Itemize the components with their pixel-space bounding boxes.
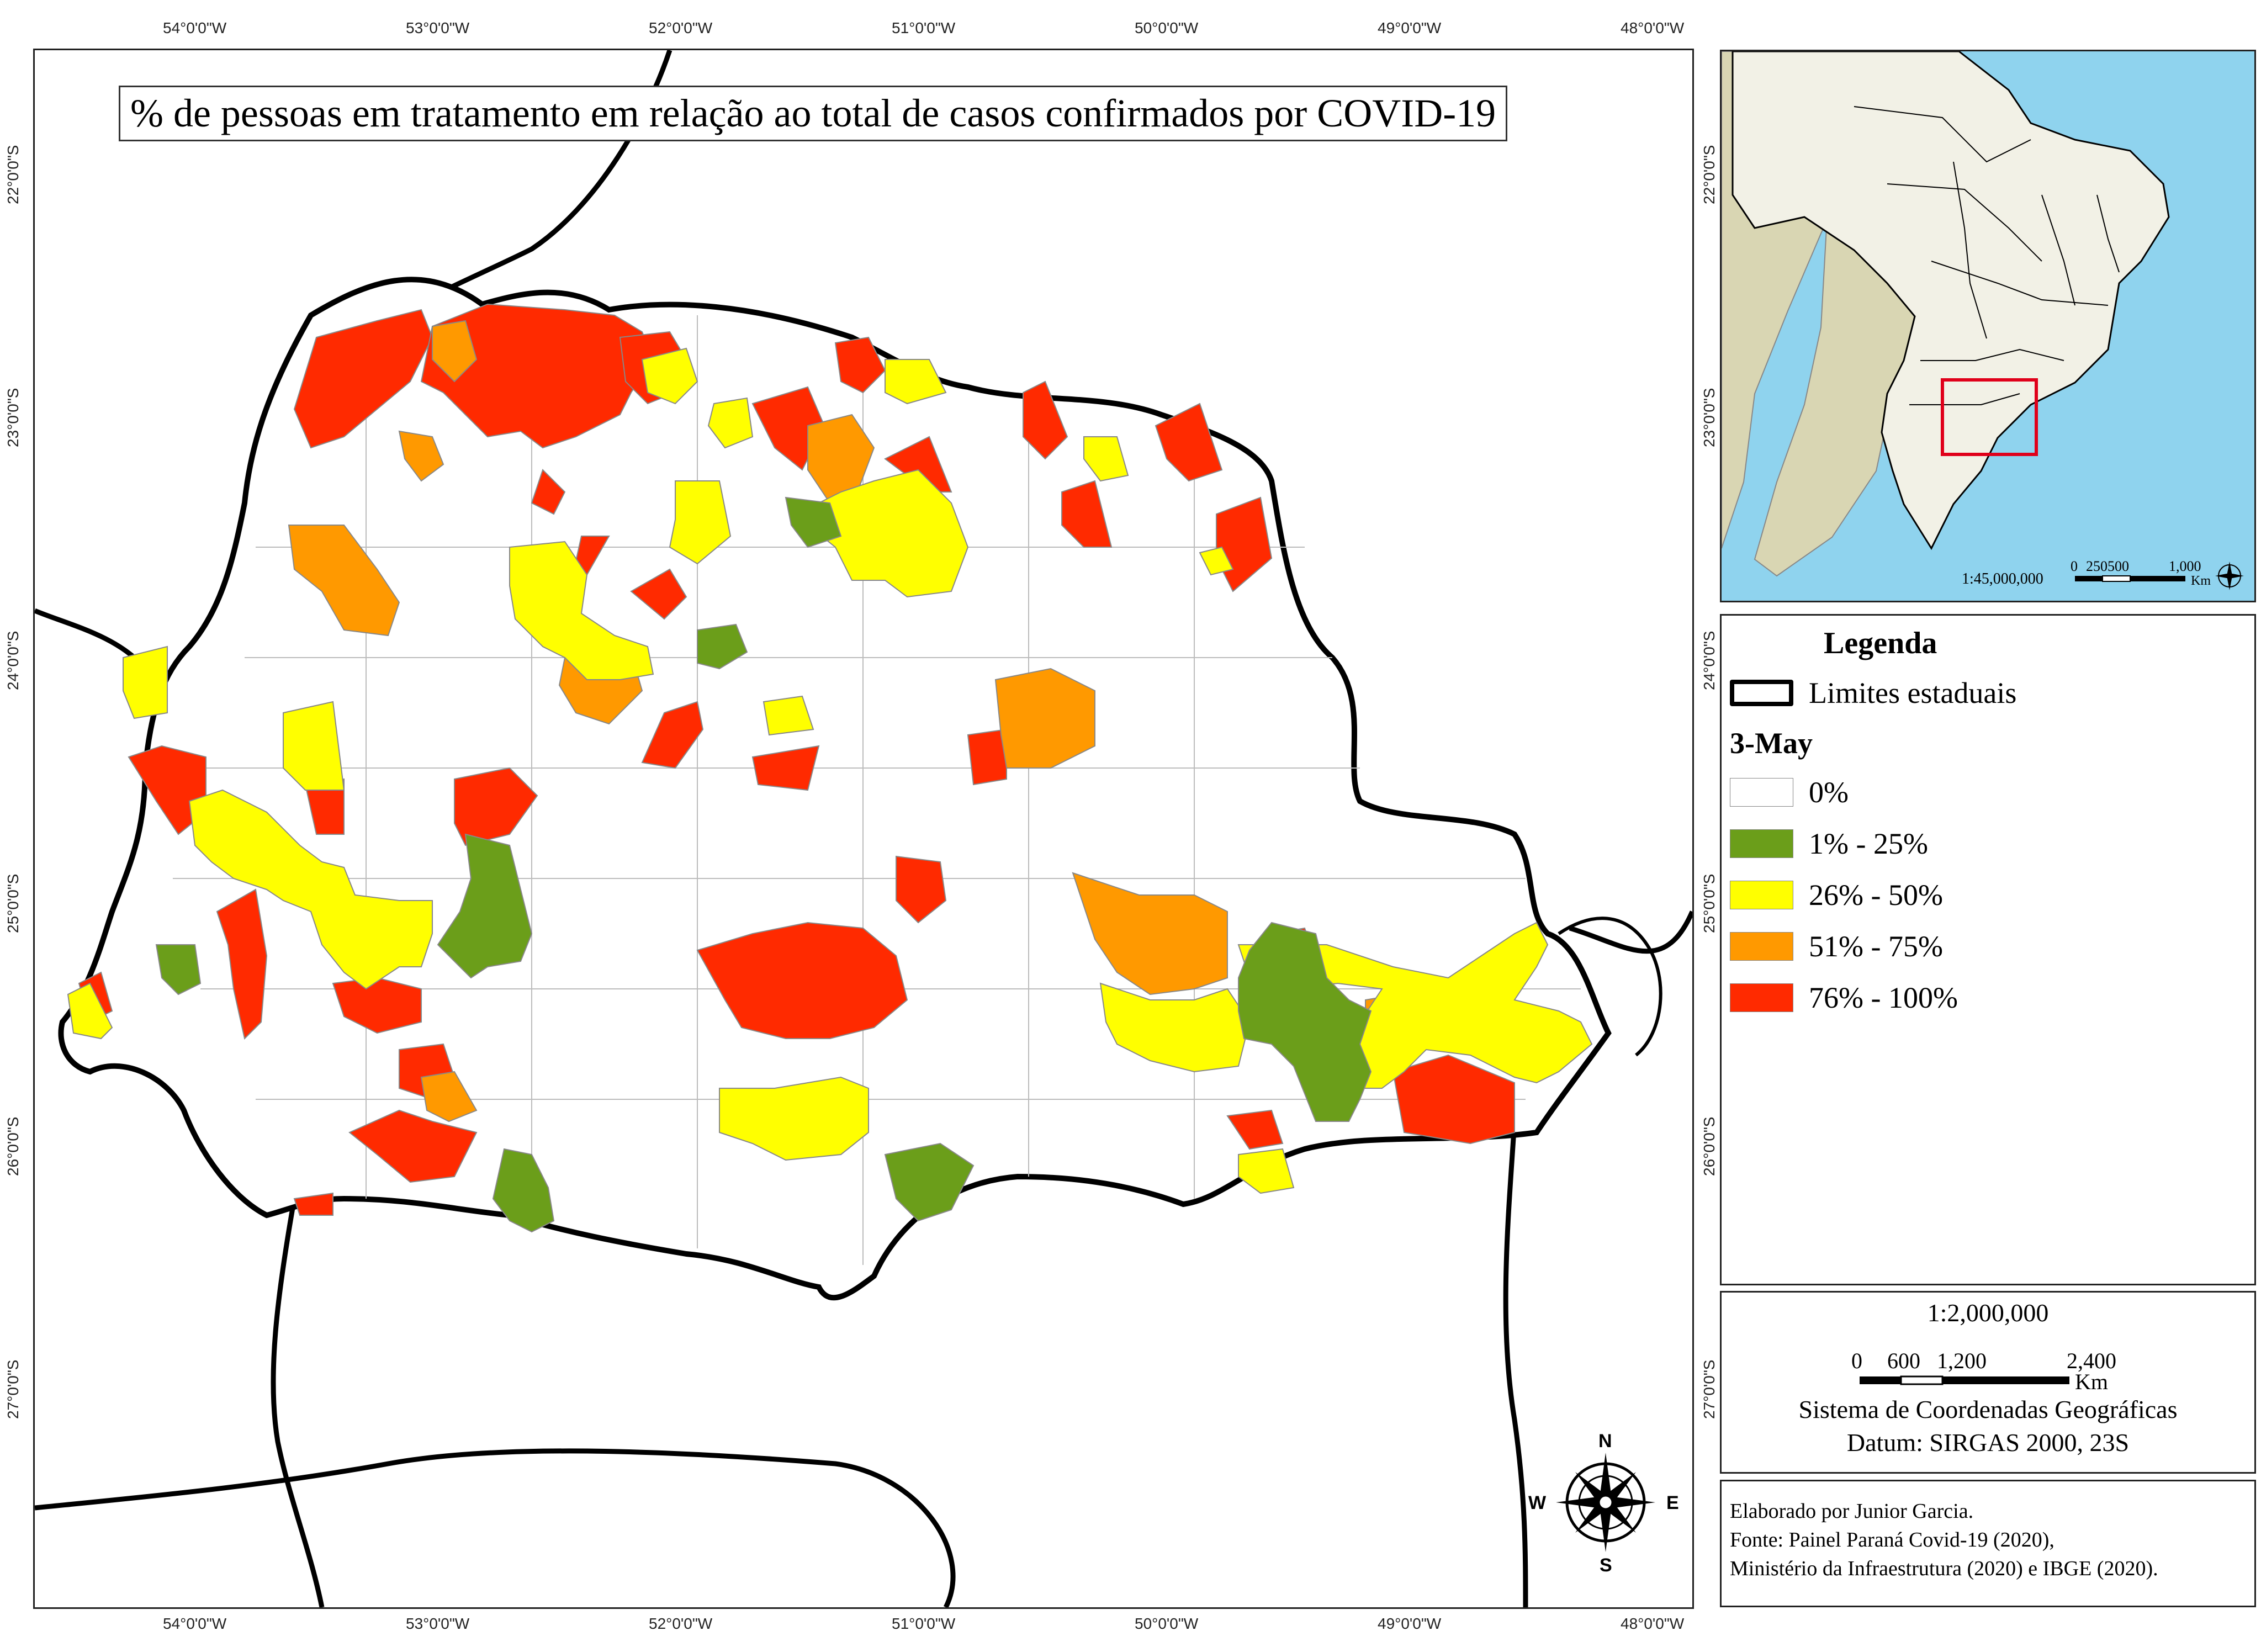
lon-tick-top-4: 51°0'0"W — [892, 19, 956, 36]
legend-date: 3-May — [1730, 727, 1813, 760]
lon-tick-bottom-1: 54°0'0"W — [163, 1615, 227, 1632]
lat-tick-right-1: 22°0'0"S — [1701, 145, 1718, 204]
scale-panel: 1:2,000,000 0 600 1,200 2,400 Km Sistema… — [1720, 1291, 2256, 1474]
lon-tick-top-7: 48°0'0"W — [1621, 19, 1685, 36]
inset-scale-label: 1:45,000,000 — [1962, 570, 2043, 587]
legend-label-0: 0% — [1809, 776, 1849, 809]
state-boundary-south — [35, 1448, 956, 1607]
class-26-50 — [67, 347, 1593, 1194]
inset-scale-tick-2: 1,000 — [2169, 558, 2201, 574]
map-title: % de pessoas em tratamento em relação ao… — [119, 86, 1508, 141]
compass-north-label: N — [1598, 1431, 1612, 1452]
lat-tick-right-3: 24°0'0"S — [1701, 631, 1718, 690]
state-boundary-east — [1503, 1121, 1528, 1607]
inset-compass-icon — [2215, 562, 2244, 590]
credit-source-1: Fonte: Painel Paraná Covid-19 (2020), — [1730, 1528, 2055, 1552]
class-1-25 — [155, 496, 1372, 1233]
legend-label-1: 1% - 25% — [1809, 827, 1928, 860]
inset-locator-map[interactable]: 1:45,000,000 0 250500 1,000 Km — [1720, 50, 2256, 602]
lat-tick-right-4: 25°0'0"S — [1701, 873, 1718, 933]
coastline-east — [1558, 917, 1662, 1057]
inset-scale-tick-1: 250500 — [2086, 558, 2129, 574]
legend-state-limits: Limites estaduais — [1730, 676, 2016, 709]
legend-label-3: 51% - 75% — [1809, 930, 1943, 963]
lat-tick-left-1: 22°0'0"S — [4, 145, 22, 204]
main-map[interactable]: N S W E — [33, 49, 1694, 1609]
lon-tick-bottom-2: 53°0'0"W — [406, 1615, 470, 1632]
inset-highlight-box — [1941, 378, 2038, 456]
lon-tick-top-5: 50°0'0"W — [1135, 19, 1199, 36]
datum: Datum: SIRGAS 2000, 23S — [1846, 1428, 2130, 1457]
lon-tick-bottom-4: 51°0'0"W — [892, 1615, 956, 1632]
compass-east-label: E — [1666, 1492, 1679, 1513]
legend-swatch-4 — [1730, 983, 1793, 1012]
legend-class-3: 51% - 75% — [1730, 930, 1943, 963]
inset-state-lines — [1854, 106, 2120, 405]
lat-tick-right-6: 27°0'0"S — [1701, 1359, 1718, 1419]
state-boundary-northeast — [1569, 910, 1692, 954]
compass-west-label: W — [1528, 1492, 1547, 1513]
legend-swatch-2 — [1730, 881, 1793, 909]
legend-class-1: 1% - 25% — [1730, 827, 1928, 860]
inset-scale-unit: Km — [2191, 574, 2211, 588]
scale-tick-1: 600 — [1887, 1348, 1920, 1373]
legend-label-4: 76% - 100% — [1809, 981, 1958, 1014]
inset-scale-tick-0: 0 — [2071, 558, 2078, 574]
scale-tick-0: 0 — [1851, 1348, 1862, 1373]
lat-tick-left-6: 27°0'0"S — [4, 1359, 22, 1419]
lat-tick-right-2: 23°0'0"S — [1701, 388, 1718, 447]
lat-tick-right-5: 26°0'0"S — [1701, 1116, 1718, 1176]
scale-tick-2: 1,200 — [1937, 1348, 1987, 1373]
lat-tick-left-5: 26°0'0"S — [4, 1116, 22, 1176]
scale-bar — [1860, 1375, 2069, 1385]
legend-panel: Legenda Limites estaduais 3-May 0% 1% - … — [1720, 614, 2256, 1285]
state-boundary-south-west — [271, 1198, 325, 1607]
legend-swatch-1 — [1730, 829, 1793, 858]
class-51-75 — [288, 320, 1416, 1122]
inset-map-svg — [1722, 51, 2244, 590]
lon-tick-bottom-7: 48°0'0"W — [1621, 1615, 1685, 1632]
credits-panel: Elaborado por Junior Garcia. Fonte: Pain… — [1720, 1480, 2256, 1607]
legend-label-2: 26% - 50% — [1809, 878, 1943, 912]
lon-tick-top-1: 54°0'0"W — [163, 19, 227, 36]
inset-brazil — [1732, 51, 2170, 550]
lon-tick-top-2: 53°0'0"W — [406, 19, 470, 36]
credit-author: Elaborado por Junior Garcia. — [1730, 1500, 1974, 1523]
lon-tick-top-3: 52°0'0"W — [649, 19, 713, 36]
scale-ratio: 1:2,000,000 — [1927, 1299, 2049, 1327]
compass-south-label: S — [1600, 1555, 1612, 1576]
compass-rose — [1556, 1453, 1655, 1552]
lat-tick-left-3: 24°0'0"S — [4, 631, 22, 690]
scale-unit: Km — [2075, 1369, 2108, 1394]
legend-swatch-3 — [1730, 932, 1793, 961]
lat-tick-left-4: 25°0'0"S — [4, 873, 22, 933]
parana-map-svg — [35, 50, 1692, 1607]
state-limits-swatch — [1730, 680, 1793, 706]
lon-tick-top-6: 49°0'0"W — [1378, 19, 1442, 36]
lat-tick-left-2: 23°0'0"S — [4, 388, 22, 447]
legend-class-4: 76% - 100% — [1730, 981, 1958, 1014]
legend-class-2: 26% - 50% — [1730, 878, 1943, 912]
credit-source-2: Ministério da Infraestrutura (2020) e IB… — [1730, 1557, 2158, 1580]
lon-tick-bottom-3: 52°0'0"W — [649, 1615, 713, 1632]
lon-tick-bottom-5: 50°0'0"W — [1135, 1615, 1199, 1632]
legend-title: Legenda — [1824, 626, 1937, 660]
coordinate-system: Sistema de Coordenadas Geográficas — [1798, 1395, 2178, 1423]
legend-class-0: 0% — [1730, 776, 1849, 809]
scale-tick-3: 2,400 — [2067, 1348, 2116, 1373]
inset-scale-bar — [2075, 575, 2185, 582]
legend-swatch-0 — [1730, 778, 1793, 807]
lon-tick-bottom-6: 49°0'0"W — [1378, 1615, 1442, 1632]
legend-state-limits-label: Limites estaduais — [1809, 676, 2017, 709]
